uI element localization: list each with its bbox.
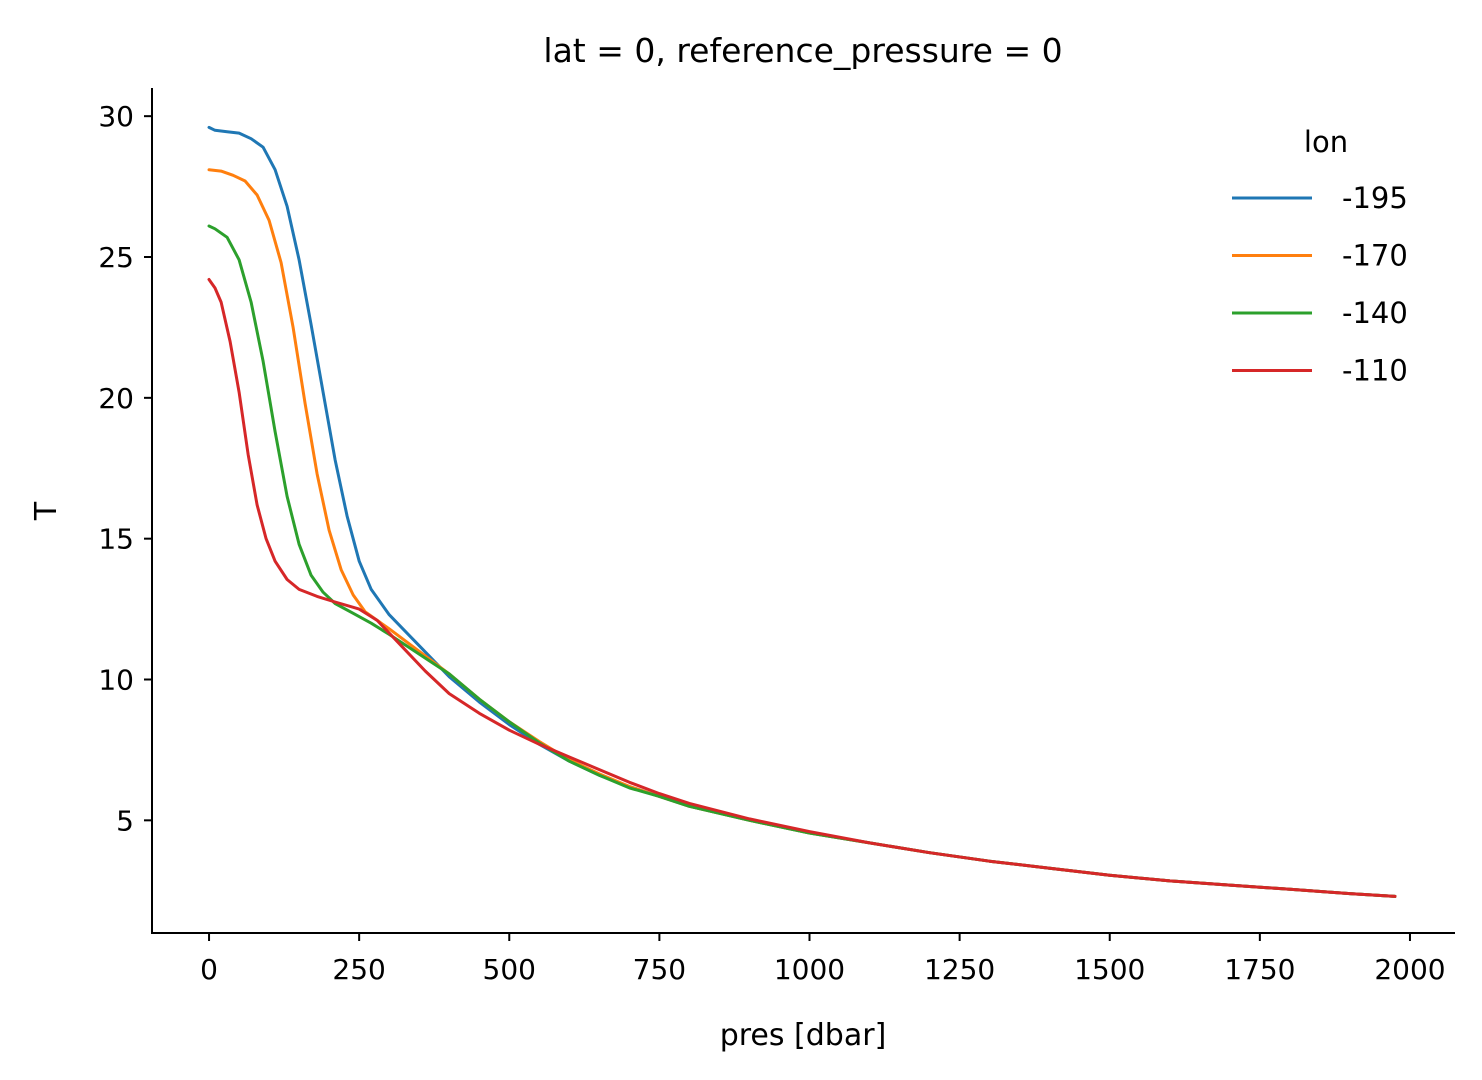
chart-title: lat = 0, reference_pressure = 0 <box>543 31 1062 70</box>
x-tick-label: 1000 <box>774 953 845 986</box>
plot-area <box>207 125 1397 898</box>
x-tick-label: 2000 <box>1374 953 1445 986</box>
y-tick-label: 25 <box>98 241 134 274</box>
y-ticks: 5 10 15 20 25 30 <box>98 100 152 837</box>
series-line--140 <box>207 224 1397 898</box>
legend-title: lon <box>1304 125 1348 159</box>
x-axis-label: pres [dbar] <box>720 1018 887 1053</box>
y-tick-label: 15 <box>98 523 134 556</box>
series-line--170 <box>207 168 1397 898</box>
x-ticks: 0 250 500 750 1000 1250 1500 1750 2000 <box>200 933 1446 986</box>
y-tick-label: 20 <box>98 382 134 415</box>
y-tick-label: 30 <box>98 100 134 133</box>
legend-label: -195 <box>1342 181 1408 215</box>
x-tick-label: 0 <box>200 953 218 986</box>
legend-label: -170 <box>1342 239 1408 273</box>
x-tick-label: 1750 <box>1224 953 1295 986</box>
series-line--195 <box>207 125 1397 898</box>
legend: lon -195 -170 -140 -110 <box>1232 125 1408 388</box>
y-tick-label: 5 <box>116 804 134 837</box>
x-tick-label: 1500 <box>1074 953 1145 986</box>
x-tick-label: 750 <box>633 953 686 986</box>
legend-label: -110 <box>1342 354 1408 388</box>
legend-label: -140 <box>1342 296 1408 330</box>
x-tick-label: 1250 <box>924 953 995 986</box>
series-line--110 <box>207 278 1397 898</box>
y-axis-label: T <box>29 501 64 521</box>
x-tick-label: 500 <box>483 953 536 986</box>
x-tick-label: 250 <box>332 953 385 986</box>
y-tick-label: 10 <box>98 664 134 697</box>
